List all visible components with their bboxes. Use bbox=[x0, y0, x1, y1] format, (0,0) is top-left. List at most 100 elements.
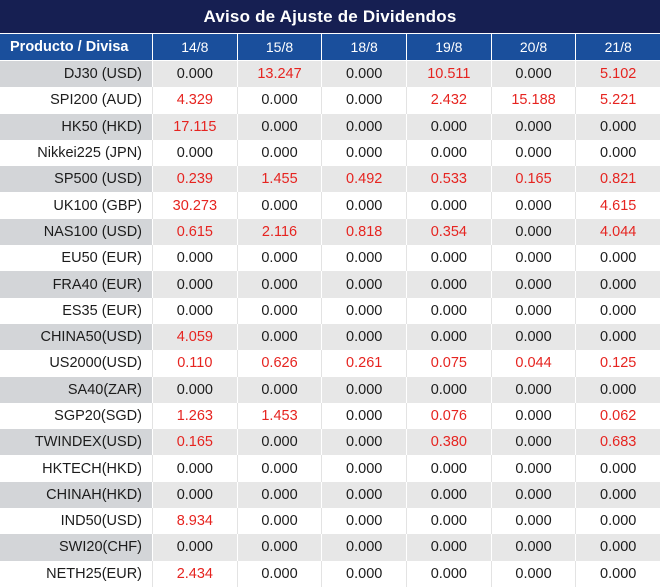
dividend-value: 0.533 bbox=[406, 166, 491, 193]
table-header-row: Producto / Divisa 14/8 15/8 18/8 19/8 20/8 21/… bbox=[0, 33, 660, 61]
dividend-value: 0.125 bbox=[575, 350, 660, 377]
page-title: Aviso de Ajuste de Dividendos bbox=[0, 0, 660, 33]
dividend-value: 30.273 bbox=[152, 192, 237, 219]
dividend-value: 0.626 bbox=[236, 350, 322, 377]
dividend-value: 0.000 bbox=[152, 245, 237, 272]
header-date-14-8: 14/8 bbox=[152, 34, 237, 60]
dividend-value: 0.615 bbox=[152, 218, 237, 246]
dividend-value: 0.000 bbox=[490, 508, 576, 535]
dividend-value: 0.000 bbox=[490, 323, 576, 351]
table-row: ES35 (EUR) 0.000 0.000 0.000 0.000 0.000 0.000 bbox=[0, 297, 660, 324]
dividend-value: 0.000 bbox=[152, 297, 237, 324]
header-date-15-8: 15/8 bbox=[236, 34, 322, 60]
dividend-value: 13.247 bbox=[236, 61, 322, 88]
dividend-value: 0.000 bbox=[406, 508, 491, 535]
dividend-value: 0.000 bbox=[321, 534, 407, 561]
table-row: DJ30 (USD) 0.000 13.247 0.000 10.511 0.000 5.1… bbox=[0, 61, 660, 88]
dividend-value: 0.000 bbox=[575, 271, 660, 298]
dividend-value: 0.000 bbox=[406, 560, 491, 587]
dividend-value: 0.000 bbox=[490, 455, 576, 482]
dividend-value: 0.000 bbox=[236, 481, 322, 509]
dividend-value: 0.683 bbox=[575, 429, 660, 456]
dividend-value: 0.000 bbox=[236, 271, 322, 298]
dividend-value: 0.000 bbox=[406, 376, 491, 403]
dividend-value: 0.000 bbox=[321, 455, 407, 482]
product-label: ES35 (EUR) bbox=[0, 297, 152, 324]
table-row: SWI20(CHF) 0.000 0.000 0.000 0.000 0.000 0.000 bbox=[0, 534, 660, 561]
product-label: FRA40 (EUR) bbox=[0, 271, 152, 298]
dividend-value: 0.354 bbox=[406, 218, 491, 246]
product-label: SGP20(SGD) bbox=[0, 402, 152, 430]
dividend-value: 0.000 bbox=[236, 297, 322, 324]
header-product-divisa: Producto / Divisa bbox=[0, 34, 152, 60]
dividend-value: 0.000 bbox=[236, 245, 322, 272]
dividend-value: 0.000 bbox=[321, 139, 407, 167]
dividend-value: 0.000 bbox=[406, 113, 491, 140]
dividend-value: 0.000 bbox=[236, 534, 322, 561]
table-row: NAS100 (USD) 0.615 2.116 0.818 0.354 0.000 4.0… bbox=[0, 218, 660, 246]
header-date-18-8: 18/8 bbox=[321, 34, 407, 60]
table-row: UK100 (GBP) 30.273 0.000 0.000 0.000 0.000 4.6… bbox=[0, 192, 660, 219]
dividend-value: 0.000 bbox=[490, 534, 576, 561]
dividend-value: 0.380 bbox=[406, 429, 491, 456]
dividend-value: 0.261 bbox=[321, 350, 407, 377]
table-row: SP500 (USD) 0.239 1.455 0.492 0.533 0.165 0.82… bbox=[0, 166, 660, 193]
dividend-value: 0.000 bbox=[321, 61, 407, 88]
table-row: IND50(USD) 8.934 0.000 0.000 0.000 0.000 0.000 bbox=[0, 508, 660, 535]
dividend-value: 0.000 bbox=[406, 271, 491, 298]
dividend-value: 0.000 bbox=[152, 271, 237, 298]
table-row: US2000(USD) 0.110 0.626 0.261 0.075 0.044 0.12… bbox=[0, 350, 660, 377]
dividend-value: 0.000 bbox=[321, 402, 407, 430]
dividend-value: 0.165 bbox=[490, 166, 576, 193]
dividend-value: 0.000 bbox=[575, 560, 660, 587]
dividend-value: 0.000 bbox=[490, 271, 576, 298]
dividend-value: 0.000 bbox=[575, 323, 660, 351]
dividend-value: 0.000 bbox=[575, 481, 660, 509]
dividend-value: 0.000 bbox=[321, 192, 407, 219]
dividend-value: 0.000 bbox=[406, 323, 491, 351]
dividend-value: 10.511 bbox=[406, 61, 491, 88]
dividend-value: 0.000 bbox=[236, 192, 322, 219]
product-label: SPI200 (AUD) bbox=[0, 87, 152, 114]
dividend-value: 0.000 bbox=[406, 297, 491, 324]
dividend-value: 0.000 bbox=[490, 139, 576, 167]
product-label: UK100 (GBP) bbox=[0, 192, 152, 219]
dividend-value: 0.000 bbox=[321, 113, 407, 140]
table-row: FRA40 (EUR) 0.000 0.000 0.000 0.000 0.000 0.00… bbox=[0, 271, 660, 298]
product-label: US2000(USD) bbox=[0, 350, 152, 377]
dividend-value: 2.434 bbox=[152, 560, 237, 587]
table-row: TWINDEX(USD) 0.165 0.000 0.000 0.380 0.000 0.6… bbox=[0, 429, 660, 456]
dividend-value: 0.818 bbox=[321, 218, 407, 246]
product-label: CHINAH(HKD) bbox=[0, 481, 152, 509]
dividend-value: 2.432 bbox=[406, 87, 491, 114]
dividend-value: 0.000 bbox=[236, 139, 322, 167]
dividend-value: 0.000 bbox=[321, 481, 407, 509]
dividend-value: 0.000 bbox=[490, 402, 576, 430]
dividend-value: 0.000 bbox=[321, 87, 407, 114]
dividend-value: 17.115 bbox=[152, 113, 237, 140]
dividend-value: 0.000 bbox=[490, 245, 576, 272]
dividend-value: 4.059 bbox=[152, 323, 237, 351]
table-body: DJ30 (USD) 0.000 13.247 0.000 10.511 0.000 5.1… bbox=[0, 61, 660, 587]
dividend-value: 0.000 bbox=[406, 139, 491, 167]
dividend-value: 0.000 bbox=[321, 271, 407, 298]
dividend-value: 1.455 bbox=[236, 166, 322, 193]
dividend-value: 0.000 bbox=[575, 508, 660, 535]
dividend-value: 0.821 bbox=[575, 166, 660, 193]
dividend-value: 0.000 bbox=[321, 323, 407, 351]
dividend-value: 0.000 bbox=[490, 192, 576, 219]
dividend-value: 0.000 bbox=[321, 560, 407, 587]
dividend-value: 0.000 bbox=[490, 297, 576, 324]
dividend-value: 0.000 bbox=[236, 113, 322, 140]
table-row: SPI200 (AUD) 4.329 0.000 0.000 2.432 15.188 5.… bbox=[0, 87, 660, 114]
product-label: CHINA50(USD) bbox=[0, 323, 152, 351]
dividend-value: 5.221 bbox=[575, 87, 660, 114]
dividend-value: 0.000 bbox=[406, 481, 491, 509]
dividend-value: 1.263 bbox=[152, 402, 237, 430]
dividend-value: 0.000 bbox=[406, 192, 491, 219]
dividend-value: 0.000 bbox=[490, 113, 576, 140]
dividend-value: 0.000 bbox=[575, 245, 660, 272]
table-row: CHINAH(HKD) 0.000 0.000 0.000 0.000 0.000 0.00… bbox=[0, 481, 660, 509]
dividend-value: 15.188 bbox=[490, 87, 576, 114]
table-row: SGP20(SGD) 1.263 1.453 0.000 0.076 0.000 0.062 bbox=[0, 402, 660, 430]
